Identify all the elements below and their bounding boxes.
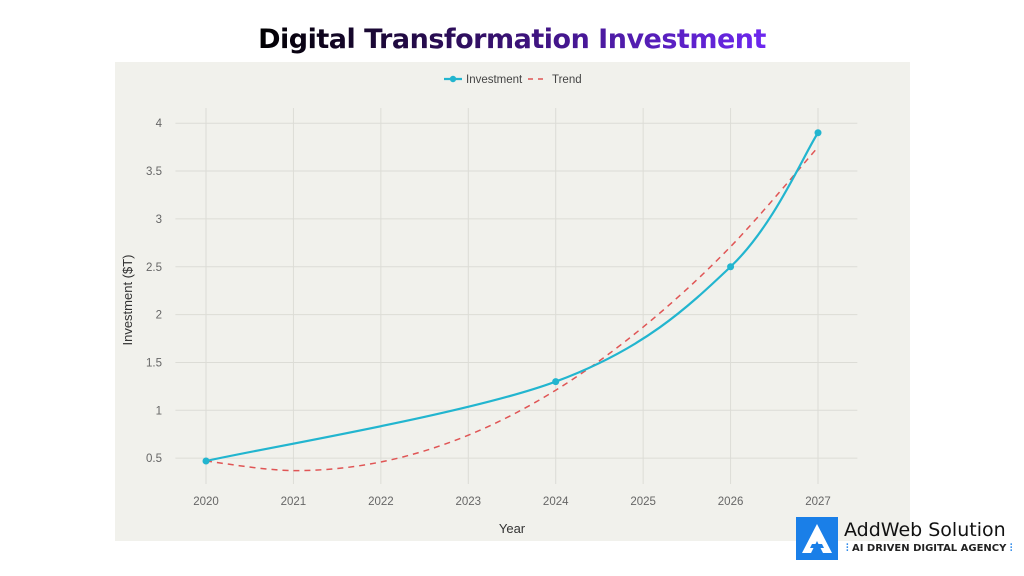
legend-investment-label: Investment — [466, 74, 523, 86]
y-tick-label: 1.5 — [146, 357, 162, 369]
chart-title: Digital Transformation Investment — [258, 24, 766, 55]
investment-line — [205, 132, 819, 463]
x-tick-label: 2023 — [455, 496, 481, 508]
investment-point — [202, 457, 210, 465]
y-tick-label: 2 — [156, 310, 162, 322]
x-tick-label: 2025 — [630, 496, 656, 508]
investment-point — [727, 263, 735, 271]
legend-investment-marker — [449, 75, 457, 83]
trend-line — [205, 146, 819, 472]
y-tick-label: 3.5 — [146, 166, 162, 178]
plot-panel — [115, 62, 910, 541]
x-tick-label: 2024 — [543, 496, 569, 508]
investment-point — [814, 129, 822, 137]
y-tick-label: 1 — [156, 405, 162, 417]
x-tick-label: 2027 — [805, 496, 831, 508]
logo-name: AddWeb Solution — [844, 519, 1006, 541]
x-tick-label: 2020 — [193, 496, 219, 508]
investment-point — [552, 378, 560, 386]
x-tick-label: 2022 — [368, 496, 394, 508]
x-tick-label: 2021 — [281, 496, 307, 508]
y-axis-label: Investment ($T) — [120, 254, 135, 345]
logo-tagline: ⫶ AI DRIVEN DIGITAL AGENCY ⫶ — [846, 543, 1013, 554]
y-tick-label: 0.5 — [146, 453, 162, 465]
x-axis-label: Year — [499, 521, 526, 536]
x-tick-label: 2026 — [718, 496, 744, 508]
logo-mark-icon — [796, 517, 838, 560]
y-tick-label: 2.5 — [146, 262, 162, 274]
y-tick-label: 3 — [156, 214, 162, 226]
legend-trend-label: Trend — [552, 74, 582, 86]
addweb-logo: AddWeb Solution ⫶ AI DRIVEN DIGITAL AGEN… — [796, 517, 1012, 561]
y-tick-label: 4 — [156, 118, 163, 130]
